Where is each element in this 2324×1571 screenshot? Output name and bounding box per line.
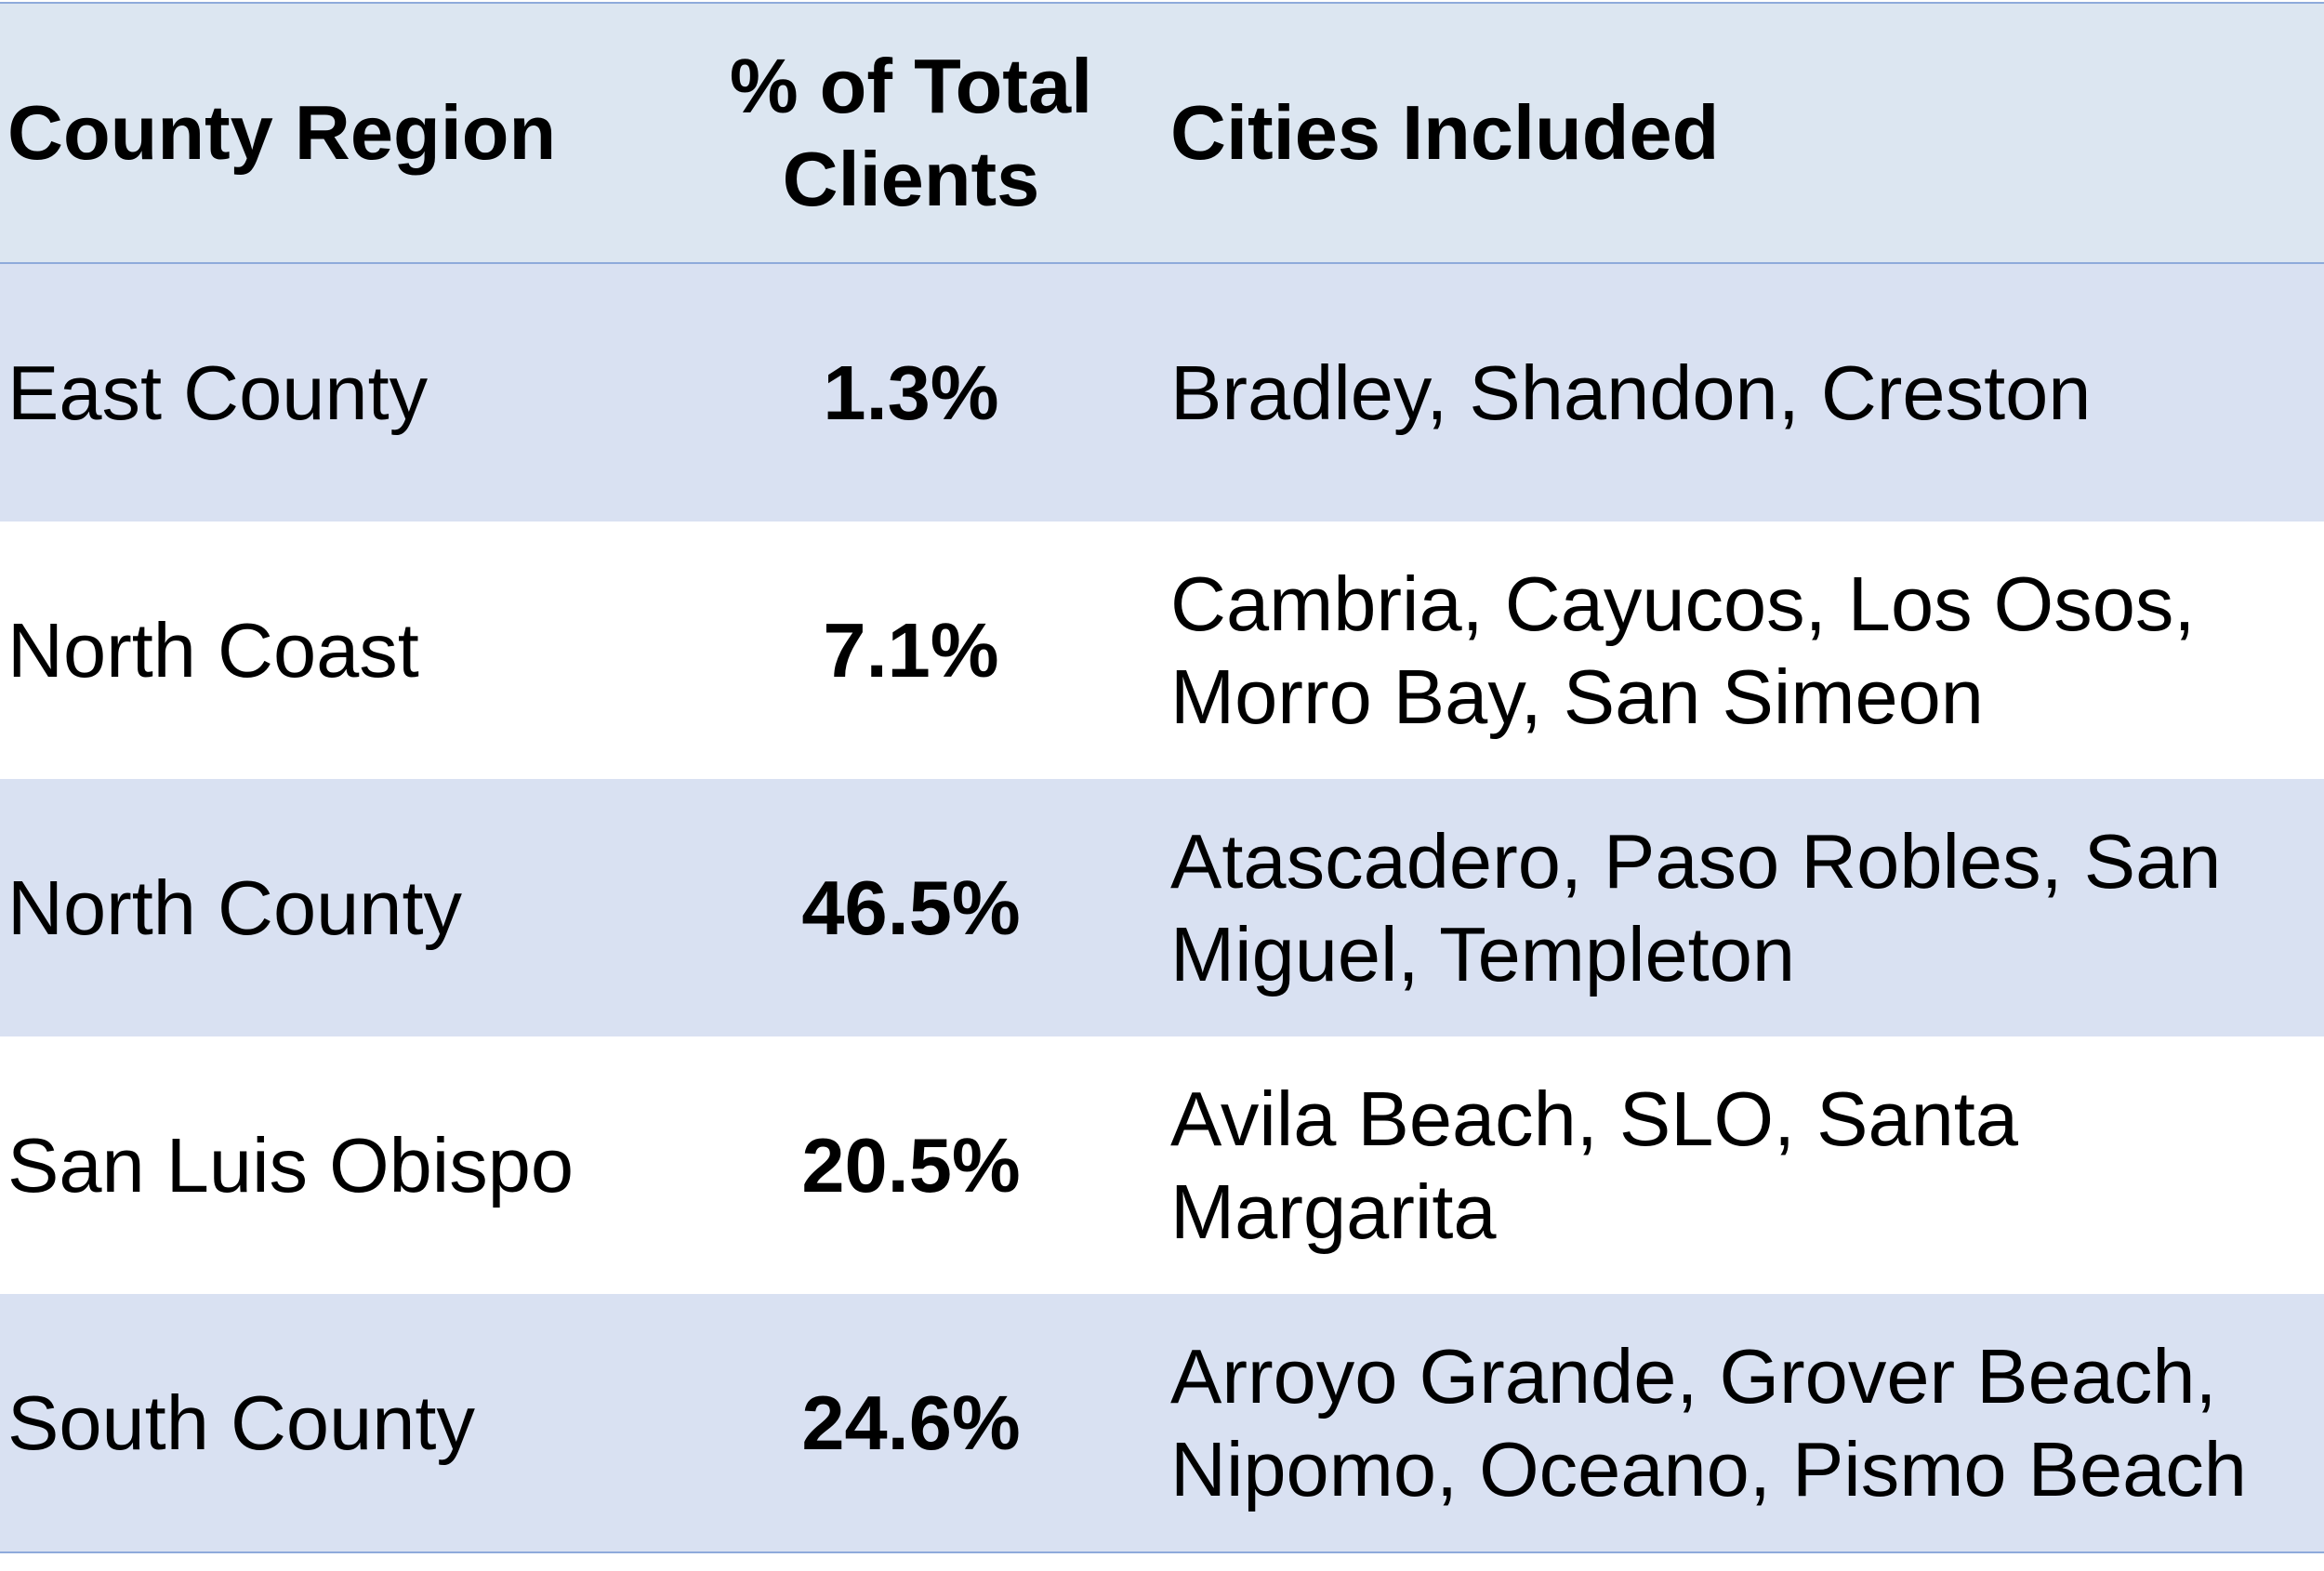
table-cell: Bradley, Shandon, Creston <box>1153 263 2324 521</box>
header-row: County Region % of Total Clients Cities … <box>0 2 2324 264</box>
table-cell: San Luis Obispo <box>7 1121 574 1208</box>
table-row: North County 46.5% Atascadero, Paso Robles… <box>0 779 2324 1036</box>
table-cell: East County <box>0 263 669 521</box>
header-cell: County Region <box>0 2 669 264</box>
table-cell: Avila Beach, SLO, Santa Margarita <box>1170 1075 2019 1255</box>
header-cell: Cities Included <box>1153 2 2324 264</box>
table-row: North Coast 7.1% Cambria, Cayucos, Los Oso… <box>0 521 2324 779</box>
header-cell: % of Total Clients <box>669 2 1153 264</box>
table-row: South County 24.6% Arroyo Grande, Grover B… <box>0 1294 2324 1553</box>
table-cell: South County <box>0 1294 669 1553</box>
table-row: East County 1.3% Bradley, Shandon, Creston <box>0 263 2324 521</box>
table-row: San Luis Obispo 20.5% Avila Beach, SLO, Sa… <box>0 1036 2324 1294</box>
table-cell: Atascadero, Paso Robles, San Miguel, Tem… <box>1153 779 2324 1036</box>
table-cell: 24.6% <box>669 1294 1153 1553</box>
table-cell: 7.1% <box>823 606 999 693</box>
table-cell: Arroyo Grande, Grover Beach, Nipomo, Oce… <box>1153 1294 2324 1553</box>
table-header: County Region % of Total Clients Cities … <box>0 2 2324 264</box>
table-cell: 46.5% <box>669 779 1153 1036</box>
table-cell: 1.3% <box>669 263 1153 521</box>
table-cell: Cambria, Cayucos, Los Osos, Morro Bay, S… <box>1170 560 2196 740</box>
table-cell: North Coast <box>7 606 419 693</box>
table-body: East County 1.3% Bradley, Shandon, Creston… <box>0 263 2324 1553</box>
table-cell: North County <box>0 779 669 1036</box>
table-cell: 20.5% <box>801 1121 1021 1208</box>
